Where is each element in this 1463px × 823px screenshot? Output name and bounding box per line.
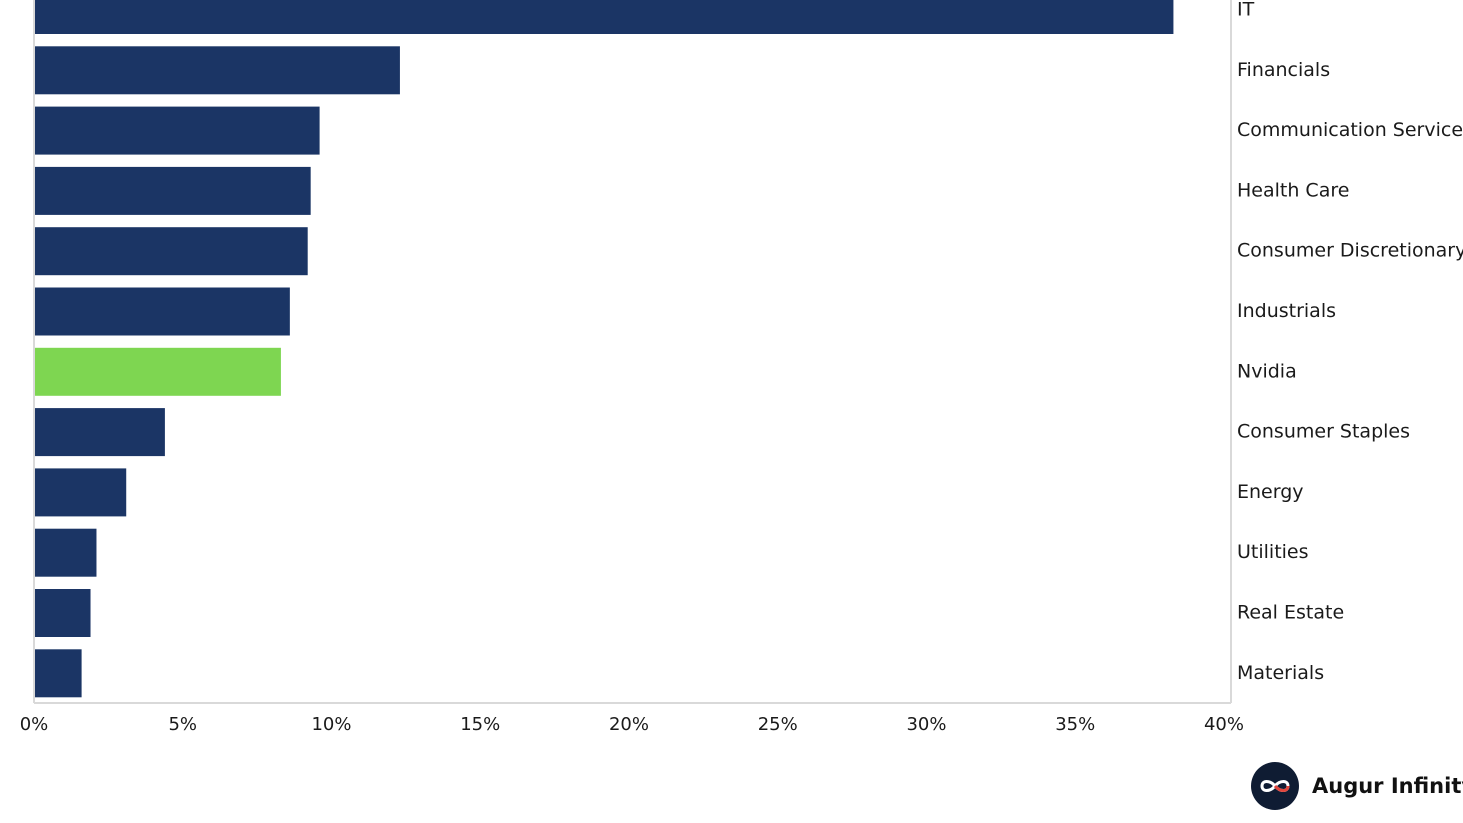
brand-watermark: Augur Infinity xyxy=(1250,760,1463,812)
x-tick-label: 15% xyxy=(460,714,500,735)
bars-layer xyxy=(34,0,1174,698)
category-label-consumer-discretionary: Consumer Discretionary xyxy=(1237,240,1463,262)
axes-layer xyxy=(33,0,1232,704)
x-tick-label: 35% xyxy=(1055,714,1095,735)
x-tick-label: 40% xyxy=(1204,714,1244,735)
category-label-industrials: Industrials xyxy=(1237,300,1336,322)
sector-weight-bar-chart: IT Financials Communication Services Health… xyxy=(20,0,1463,735)
bar-health-care xyxy=(34,166,311,215)
category-label-consumer-staples: Consumer Staples xyxy=(1237,421,1410,443)
x-tick-label: 20% xyxy=(609,714,649,735)
category-label-health-care: Health Care xyxy=(1237,179,1349,201)
x-tick-label: 0% xyxy=(20,714,49,735)
bar-nvidia xyxy=(34,347,281,396)
x-axis-tick-labels: 0% 5% 10% 15% 20% 25% 30% 35% 40% xyxy=(20,714,1244,735)
infinity-icon xyxy=(1251,762,1299,810)
x-tick-label: 25% xyxy=(758,714,798,735)
x-tick-label: 30% xyxy=(906,714,946,735)
bar-financials xyxy=(34,46,400,95)
bar-utilities xyxy=(34,528,97,577)
category-label-materials: Materials xyxy=(1237,662,1324,684)
category-label-financials: Financials xyxy=(1237,59,1330,81)
brand-name: Augur Infinity xyxy=(1312,774,1463,798)
bar-energy xyxy=(34,468,127,517)
category-label-energy: Energy xyxy=(1237,481,1304,503)
bar-consumer-staples xyxy=(34,408,165,457)
category-label-utilities: Utilities xyxy=(1237,541,1309,563)
bar-real-estate xyxy=(34,589,91,637)
bar-it xyxy=(34,0,1174,34)
category-label-nvidia: Nvidia xyxy=(1237,360,1297,382)
category-label-it: IT xyxy=(1237,0,1255,21)
bar-industrials xyxy=(34,287,290,336)
category-label-communication-services: Communication Services xyxy=(1237,119,1463,141)
bar-materials xyxy=(34,649,82,698)
category-labels: IT Financials Communication Services Health… xyxy=(1237,0,1463,684)
x-tick-label: 5% xyxy=(168,714,197,735)
bar-communication-services xyxy=(34,106,320,155)
category-label-real-estate: Real Estate xyxy=(1237,602,1344,624)
x-tick-label: 10% xyxy=(311,714,351,735)
bar-consumer-discretionary xyxy=(34,227,308,276)
